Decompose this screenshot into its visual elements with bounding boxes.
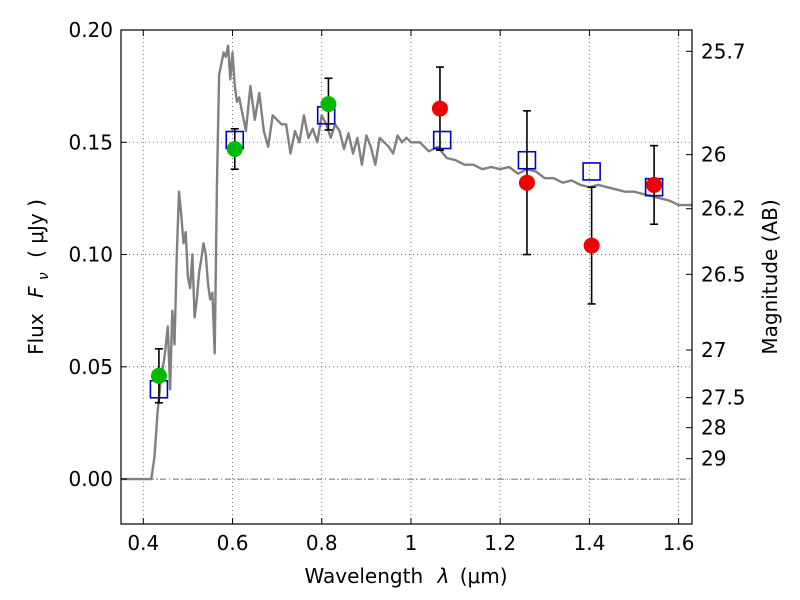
model-square-3	[432, 130, 452, 150]
x-axis-label-prefix: Wavelength	[304, 564, 423, 588]
model-square-5	[582, 162, 601, 181]
plot-layer	[121, 44, 692, 481]
x-tick-label-4: 1.2	[484, 531, 516, 555]
ticks	[121, 29, 692, 524]
x-axis-label: Wavelength λ (μm)	[304, 564, 507, 588]
x-tick-label-0: 0.4	[127, 531, 159, 555]
x-tick-label-5: 1.4	[573, 531, 605, 555]
y2-axis-label: Magnitude (AB)	[758, 199, 782, 354]
data-point-2-0	[150, 367, 167, 384]
y2-tick-label-5: 27.5	[701, 386, 746, 410]
y-axis-label: Flux F ν ( μJy )	[24, 199, 53, 355]
y-tick-label-4: 0.20	[68, 18, 113, 42]
y-tick-label-1: 0.05	[68, 355, 113, 379]
data-point-3-2	[583, 237, 600, 254]
y2-tick-label-3: 26.5	[701, 262, 746, 286]
plot-frame	[120, 29, 693, 525]
y2-tick-label-7: 29	[701, 447, 726, 471]
x-axis-label-symbol: λ	[437, 564, 450, 588]
y2-tick-label-2: 26.2	[701, 197, 746, 221]
template-spectrum-line	[121, 44, 692, 481]
y2-tick-label-6: 28	[701, 416, 726, 440]
x-tick-label-2: 0.8	[306, 531, 338, 555]
y-axis-label-subscript: ν	[36, 272, 52, 280]
x-tick-label-1: 0.6	[217, 531, 249, 555]
y2-tick-label-1: 26	[701, 143, 726, 167]
y-tick-label-0: 0.00	[68, 467, 113, 491]
x-tick-label-6: 1.6	[663, 531, 695, 555]
y-tick-label-2: 0.10	[68, 243, 113, 267]
tick-labels: 0.4 0.6 0.8 1 1.2 1.4 1.6 0.00 0.05 0.10 0.15 0.20 2…	[68, 18, 745, 555]
data-point-3-0	[431, 100, 448, 117]
data-point-2-1	[226, 141, 243, 158]
data-point-3-3	[646, 176, 663, 193]
y2-tick-label-4: 27	[701, 338, 726, 362]
y-tick-label-3: 0.15	[68, 130, 113, 154]
y-axis-label-prefix: Flux	[24, 313, 48, 355]
x-axis-label-unit: (μm)	[460, 564, 508, 588]
data-point-2-2	[320, 96, 337, 113]
data-point-3-1	[518, 174, 535, 191]
y-axis-label-symbol: F	[24, 286, 48, 298]
y-axis-label-unit: ( μJy )	[24, 199, 48, 258]
y2-tick-label-0: 25.7	[701, 39, 746, 63]
x-tick-label-3: 1	[405, 531, 418, 555]
